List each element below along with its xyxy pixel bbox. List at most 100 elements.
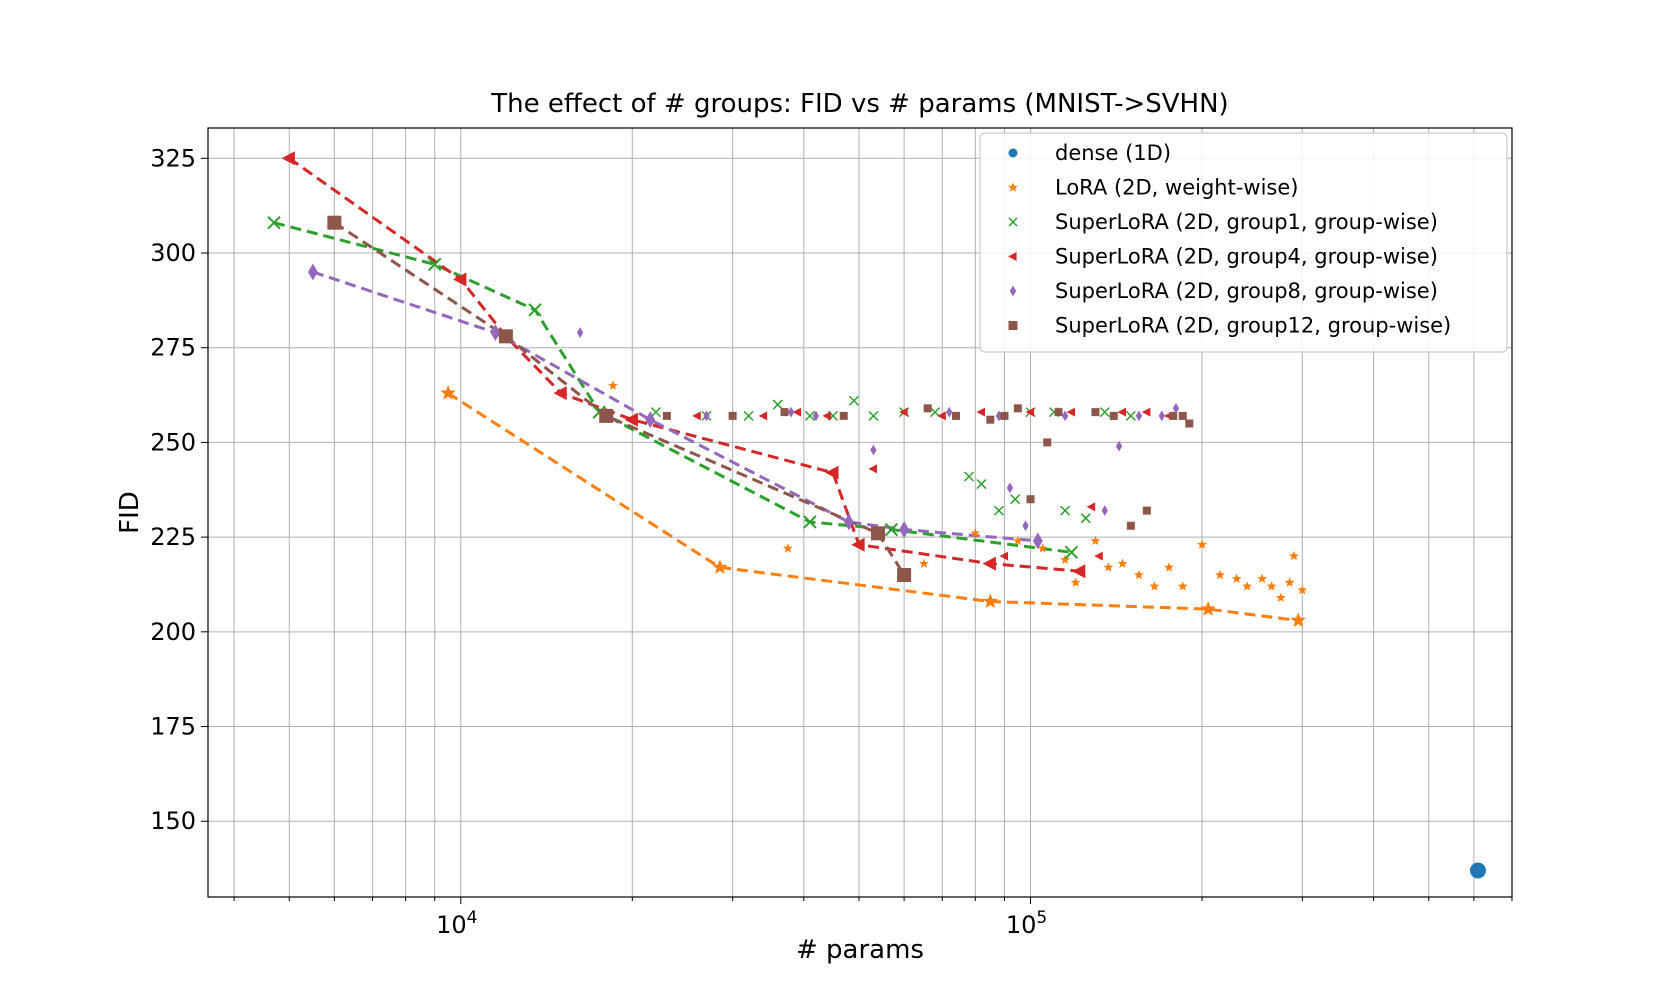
- series-5-points: [327, 215, 1194, 583]
- frontier-point: [1064, 545, 1079, 559]
- data-point: [930, 407, 941, 418]
- frontier-point: [871, 526, 886, 541]
- y-tick-label: 325: [150, 144, 196, 172]
- data-point: [1178, 411, 1187, 420]
- data-point: [1000, 411, 1009, 420]
- data-point: [1099, 407, 1110, 418]
- legend-box: [979, 132, 1508, 353]
- data-point: [792, 407, 802, 417]
- data-points: [267, 151, 1486, 879]
- legend-item: SuperLoRA (2D, group8, group-wise): [1009, 279, 1438, 303]
- axis-ticks: 104 105 150 175 200 225 250 275 300 325: [150, 144, 1513, 939]
- data-point: [952, 411, 961, 420]
- plot-frame: [207, 127, 1513, 898]
- data-point: [1117, 558, 1128, 568]
- data-point: [1169, 411, 1178, 420]
- data-point: [1297, 584, 1308, 595]
- data-point: [1061, 410, 1069, 422]
- data-point: [1185, 419, 1194, 428]
- data-point: [650, 407, 661, 418]
- data-point: [1006, 482, 1014, 494]
- legend-item: SuperLoRA (2D, group12, group-wise): [1008, 314, 1451, 338]
- series-1-points: [440, 380, 1308, 627]
- frontier-point: [712, 559, 728, 574]
- data-point: [577, 327, 584, 338]
- series-0-points: [1469, 862, 1486, 879]
- x-tick-label: 105: [1006, 908, 1047, 939]
- data-point: [976, 479, 987, 490]
- data-point: [1090, 535, 1101, 546]
- data-point: [964, 471, 975, 482]
- y-tick-label: 250: [150, 428, 196, 456]
- data-point: [1115, 440, 1123, 452]
- data-point: [1197, 539, 1207, 549]
- data-point: [782, 543, 793, 553]
- data-point: [1080, 513, 1091, 524]
- y-axis-title: FID: [115, 491, 145, 534]
- data-point: [868, 410, 879, 421]
- data-point: [868, 464, 878, 474]
- y-tick-label: 175: [150, 713, 196, 741]
- data-point: [743, 410, 754, 421]
- legend-label: SuperLoRA (2D, group8, group-wise): [1055, 279, 1438, 303]
- data-point: [780, 408, 789, 417]
- legend-marker: [1008, 321, 1018, 330]
- data-point: [1141, 407, 1151, 417]
- series-4-frontier-line: [312, 270, 1038, 543]
- data-point: [937, 411, 946, 421]
- frontier-point: [1469, 862, 1486, 879]
- data-point: [1086, 502, 1096, 512]
- frontier-point: [1200, 601, 1216, 616]
- x-tick-label: 104: [436, 908, 477, 939]
- data-point: [986, 415, 995, 424]
- data-point: [1060, 554, 1071, 565]
- legend-item: dense (1D): [1008, 141, 1171, 165]
- y-tick-label: 200: [150, 618, 196, 646]
- data-point: [1094, 551, 1103, 561]
- data-point: [1025, 407, 1035, 417]
- data-point: [1135, 410, 1143, 422]
- frontier-point: [1032, 532, 1043, 550]
- data-point: [1158, 410, 1165, 422]
- legend-marker: [1008, 252, 1017, 261]
- data-point: [899, 407, 908, 417]
- chart-title: The effect of # groups: FID vs # params …: [490, 89, 1228, 119]
- data-point: [1149, 581, 1160, 591]
- data-point: [703, 410, 710, 422]
- frontier-point: [327, 215, 342, 230]
- frontier-point: [825, 465, 839, 480]
- data-point: [923, 404, 932, 413]
- data-point: [993, 505, 1004, 516]
- data-point: [804, 410, 815, 421]
- data-point: [1060, 505, 1071, 516]
- data-point: [946, 406, 953, 418]
- legend-item: LoRA (2D, weight-wise): [1008, 176, 1298, 200]
- data-point: [1284, 577, 1295, 587]
- data-point: [728, 411, 737, 420]
- frontier-point: [884, 522, 899, 537]
- data-point: [692, 411, 701, 421]
- data-point: [772, 399, 783, 410]
- data-point: [1101, 505, 1108, 517]
- y-tick-label: 150: [150, 807, 196, 835]
- y-tick-label: 300: [150, 239, 196, 267]
- frontier-point: [440, 385, 456, 400]
- data-point: [1054, 408, 1063, 417]
- data-point: [848, 395, 860, 406]
- data-point: [1172, 402, 1180, 414]
- x-axis-title: # params: [796, 935, 924, 965]
- data-point: [919, 558, 929, 568]
- frontier-point: [498, 329, 513, 344]
- frontier-point: [645, 411, 656, 429]
- frontier-point: [624, 412, 638, 427]
- data-point: [870, 444, 877, 456]
- legend-item: SuperLoRA (2D, group4, group-wise): [1008, 245, 1438, 269]
- frontier-point: [897, 568, 912, 583]
- data-point: [1037, 543, 1048, 553]
- data-point: [1043, 438, 1052, 447]
- data-point: [839, 411, 848, 420]
- legend-item: SuperLoRA (2D, group1, group-wise): [1008, 210, 1438, 234]
- data-point: [1012, 535, 1023, 546]
- data-point: [758, 411, 768, 421]
